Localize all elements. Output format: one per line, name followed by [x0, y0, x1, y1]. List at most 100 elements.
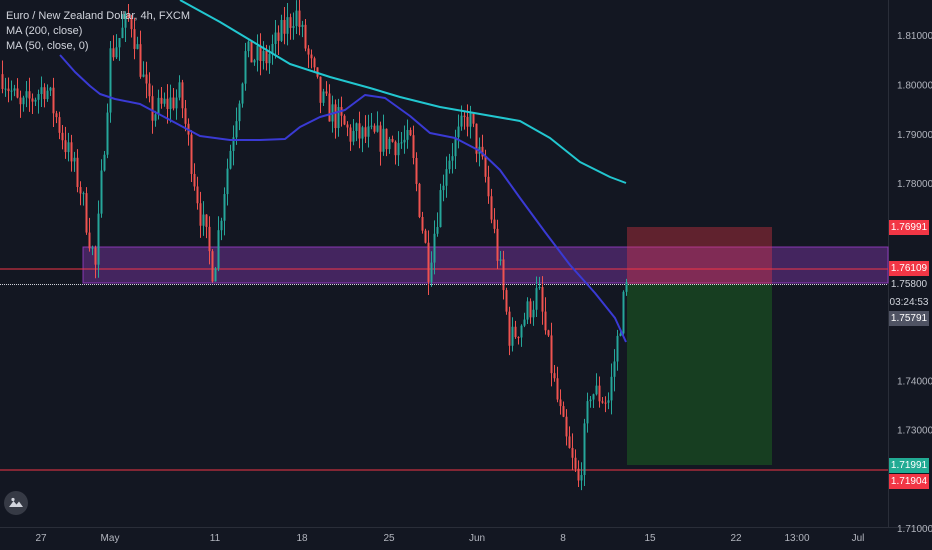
candle-body	[307, 48, 310, 55]
time-axis-label: 11	[210, 533, 221, 544]
candle-body	[127, 14, 130, 18]
candle-body	[154, 114, 157, 121]
support-price-tag[interactable]: 1.71904	[889, 474, 929, 489]
candle-body	[169, 97, 172, 109]
candle-body	[223, 194, 226, 221]
resistance-price-tag[interactable]: 1.76109	[889, 261, 929, 276]
candle-body	[385, 128, 388, 150]
candle-body	[70, 142, 73, 162]
candle-body	[298, 10, 301, 27]
candle-body	[574, 457, 577, 469]
candle-body	[619, 333, 622, 336]
stop-loss-zone	[627, 227, 772, 284]
candle-body	[535, 288, 538, 310]
candle-body	[364, 127, 367, 137]
candle-body	[208, 226, 211, 252]
candle-body	[538, 287, 541, 289]
time-axis-label: 18	[296, 533, 308, 544]
candle-body	[151, 96, 154, 121]
entry-price-tag[interactable]: 1.75800	[889, 277, 929, 292]
price-axis-label: 1.79000	[897, 130, 932, 141]
time-axis-label: 25	[383, 533, 395, 544]
candle-body	[157, 97, 160, 115]
candle-body	[247, 41, 250, 52]
candle-body	[25, 91, 28, 98]
candle-body	[229, 150, 232, 169]
candle-body	[610, 376, 613, 401]
candle-body	[193, 173, 196, 187]
candle-body	[40, 87, 43, 95]
time-axis-label: Jul	[852, 533, 865, 544]
take-profit-price-tag[interactable]: 1.71991	[889, 458, 929, 473]
candle-body	[463, 115, 466, 117]
candle-body	[58, 117, 61, 133]
candles	[1, 0, 628, 491]
candle-body	[415, 157, 418, 184]
candle-body	[256, 45, 259, 61]
candle-body	[499, 259, 502, 261]
candle-body	[97, 213, 100, 265]
candle-body	[604, 402, 607, 404]
candle-body	[217, 230, 220, 269]
candle-body	[253, 60, 256, 63]
candle-body	[49, 87, 52, 91]
candle-body	[556, 378, 559, 400]
candle-body	[190, 134, 193, 174]
candle-body	[250, 41, 253, 63]
candle-body	[373, 125, 376, 132]
candle-body	[160, 97, 163, 104]
resistance-zone	[82, 246, 889, 284]
countdown-price-tag[interactable]: 03:24:53	[889, 295, 929, 310]
candle-body	[7, 88, 10, 92]
candle-body	[595, 385, 598, 395]
stop-loss-price-tag[interactable]: 1.76991	[889, 220, 929, 235]
last-price-price-tag[interactable]: 1.75791	[889, 311, 929, 326]
candle-body	[19, 97, 22, 105]
candle-body	[121, 27, 124, 38]
candle-body	[559, 399, 562, 407]
candle-body	[289, 17, 292, 28]
candle-body	[37, 94, 40, 100]
candle-body	[214, 268, 217, 282]
candle-body	[103, 154, 106, 171]
candle-body	[244, 51, 247, 84]
candle-body	[532, 309, 535, 318]
candle-body	[586, 401, 589, 424]
candle-body	[115, 47, 118, 58]
candle-body	[163, 98, 166, 104]
candle-body	[259, 45, 262, 61]
symbol-title[interactable]: Euro / New Zealand Dollar, 4h, FXCM	[6, 10, 191, 22]
candle-body	[433, 233, 436, 263]
candle-body	[460, 115, 463, 127]
candle-body	[184, 108, 187, 124]
candle-body	[568, 436, 571, 448]
candle-body	[241, 83, 244, 104]
candle-body	[82, 193, 85, 195]
candle-body	[1, 74, 4, 89]
tradingview-logo-icon[interactable]	[4, 491, 28, 515]
candle-body	[139, 44, 142, 77]
candle-body	[571, 447, 574, 458]
ma50-legend[interactable]: MA (50, close, 0)	[6, 40, 89, 52]
candle-body	[181, 82, 184, 109]
ma200-legend[interactable]: MA (200, close)	[6, 25, 83, 37]
candle-body	[148, 83, 151, 97]
candle-body	[271, 43, 274, 54]
candle-body	[487, 176, 490, 197]
candle-body	[517, 337, 520, 339]
candle-body	[553, 373, 556, 379]
candle-body	[232, 137, 235, 151]
candle-body	[583, 423, 586, 476]
candle-body	[493, 219, 496, 229]
price-axis-label: 1.74000	[897, 376, 932, 387]
candle-body	[205, 214, 208, 227]
candle-body	[529, 301, 532, 318]
candle-body	[31, 98, 34, 102]
candle-body	[346, 124, 349, 128]
candle-body	[370, 125, 373, 127]
candle-body	[616, 335, 619, 362]
ma200-line	[179, 0, 627, 184]
ma50-line	[59, 54, 627, 343]
